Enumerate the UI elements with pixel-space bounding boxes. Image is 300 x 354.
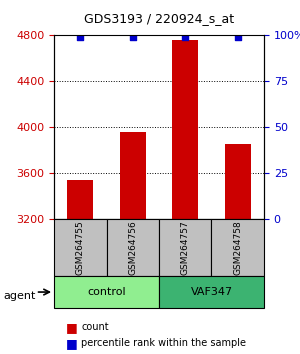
Text: count: count [81, 322, 109, 332]
Point [235, 34, 240, 40]
FancyBboxPatch shape [159, 276, 264, 308]
Bar [120, 132, 146, 354]
Text: control: control [87, 287, 126, 297]
FancyBboxPatch shape [54, 276, 159, 308]
FancyBboxPatch shape [54, 219, 106, 276]
Bar [225, 143, 251, 354]
Bar [67, 180, 93, 354]
Text: GSM264756: GSM264756 [128, 221, 137, 275]
Point [78, 34, 83, 40]
Text: GDS3193 / 220924_s_at: GDS3193 / 220924_s_at [84, 12, 234, 25]
Text: GSM264755: GSM264755 [76, 221, 85, 275]
Text: percentile rank within the sample: percentile rank within the sample [81, 338, 246, 348]
Text: agent: agent [3, 291, 35, 301]
Point [130, 34, 135, 40]
Text: VAF347: VAF347 [190, 287, 232, 297]
Text: ■: ■ [66, 337, 78, 350]
FancyBboxPatch shape [212, 219, 264, 276]
Text: ■: ■ [66, 321, 78, 334]
Text: GSM264758: GSM264758 [233, 221, 242, 275]
Point [183, 34, 188, 40]
FancyBboxPatch shape [106, 219, 159, 276]
Bar [172, 40, 198, 354]
FancyBboxPatch shape [159, 219, 211, 276]
Text: GSM264757: GSM264757 [181, 221, 190, 275]
